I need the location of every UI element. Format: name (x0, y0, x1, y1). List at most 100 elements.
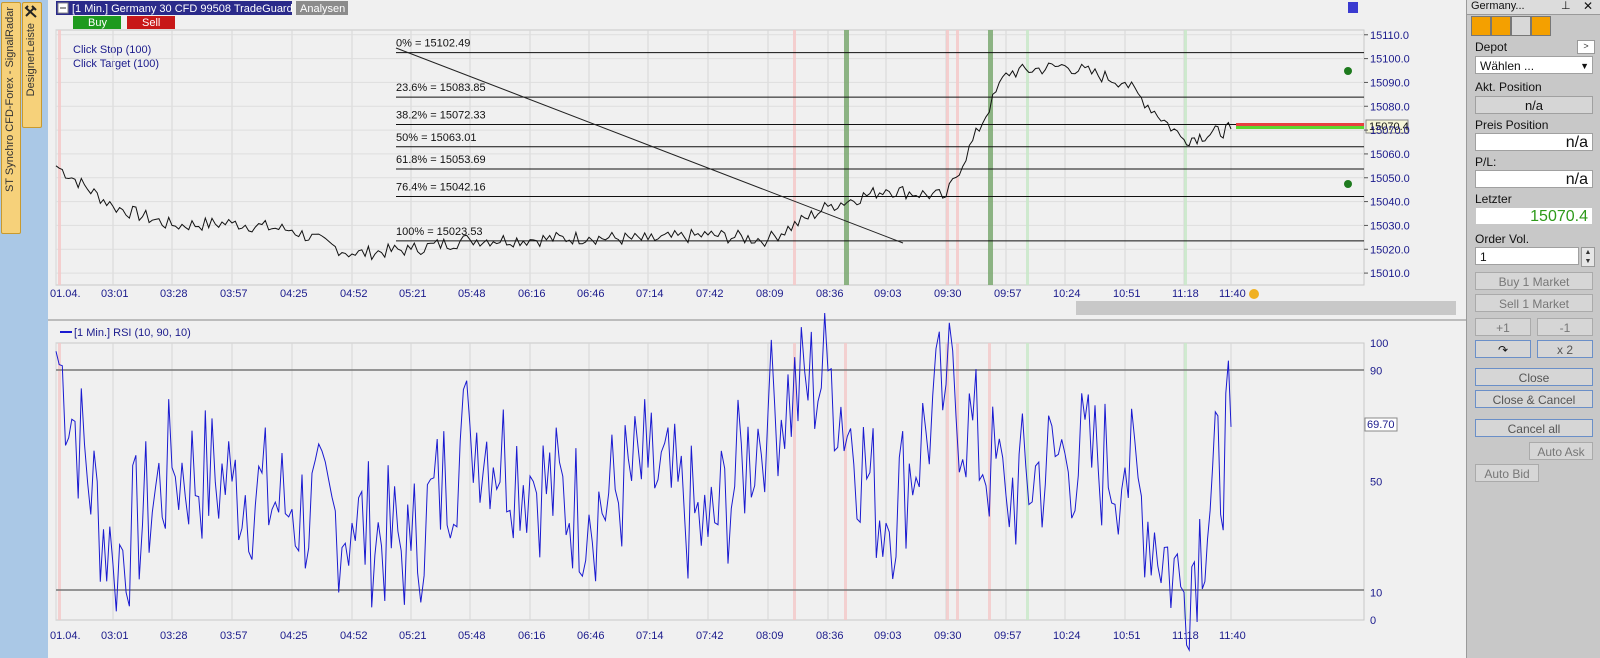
time-tick: 03:57 (220, 288, 248, 300)
depot-label: Depot (1475, 40, 1508, 54)
order-vol-input[interactable]: 1 (1475, 247, 1579, 265)
current-price-bar-red (1236, 123, 1364, 126)
depot-select[interactable]: Wählen ... ▼ (1475, 56, 1593, 74)
analysen-button[interactable] (296, 1, 348, 15)
close-cancel-button[interactable]: Close & Cancel (1475, 390, 1593, 408)
auto-bid-button[interactable]: Auto Bid (1475, 464, 1539, 482)
fib-label: 100% = 15023.53 (396, 226, 483, 238)
designer-leiste-label: DesignerLeiste (25, 23, 37, 97)
order-vol-stepper[interactable]: ▲ ▼ (1581, 247, 1595, 267)
close-button[interactable]: Close (1475, 368, 1593, 386)
sell-market-button[interactable]: Sell 1 Market (1475, 294, 1593, 312)
time-tick: 09:57 (994, 288, 1022, 300)
orders-icon[interactable] (1491, 16, 1511, 36)
pl-label: P/L: (1475, 155, 1497, 169)
analysen-label: Analysen (300, 3, 345, 15)
buy-market-button[interactable]: Buy 1 Market (1475, 272, 1593, 290)
chart-trader-icon[interactable] (1471, 16, 1491, 36)
price-series-line (55, 62, 1232, 261)
instrument-header[interactable] (56, 1, 292, 15)
time-tick: 08:09 (756, 630, 784, 642)
time-tick: 01.04. (50, 630, 81, 642)
time-tick: 06:46 (577, 288, 605, 300)
hand-icon[interactable] (1531, 16, 1551, 36)
designer-leiste-tab[interactable]: DesignerLeiste (22, 2, 42, 128)
cancel-all-button[interactable]: Cancel all (1475, 419, 1593, 437)
click-stop-label[interactable]: Click Stop (100) (73, 44, 151, 56)
account-icon[interactable] (1511, 16, 1531, 36)
time-tick: 08:36 (816, 288, 844, 300)
time-tick: 04:52 (340, 630, 368, 642)
price-tick: 15040.0 (1370, 197, 1410, 209)
fib-label: 0% = 15102.49 (396, 38, 470, 50)
time-tick: 11:18 (1172, 288, 1199, 300)
close-icon[interactable]: ✕ (1583, 0, 1594, 13)
time-tick: 03:28 (160, 630, 188, 642)
tools-icon[interactable] (24, 4, 40, 18)
rsi-label[interactable]: [1 Min.] RSI (10, 90, 10) (74, 327, 191, 339)
rsi-tick: 10 (1370, 587, 1382, 599)
time-tick: 05:48 (458, 630, 486, 642)
minus-one-button[interactable]: -1 (1537, 318, 1593, 336)
fibonacci-retracement[interactable]: 0% = 15102.49 23.6% = 15083.85 38.2% = 150… (396, 38, 1364, 242)
buy-button[interactable] (73, 16, 121, 29)
stop-marker[interactable] (1344, 180, 1352, 188)
plus-one-button[interactable]: +1 (1475, 318, 1531, 336)
price-tick: 15050.0 (1370, 173, 1410, 185)
price-tick: 15030.0 (1370, 220, 1410, 232)
time-tick: 06:16 (518, 630, 546, 642)
time-tick: 03:57 (220, 630, 248, 642)
time-tick: 04:25 (280, 288, 308, 300)
price-tick: 15100.0 (1370, 54, 1410, 66)
pin-icon[interactable]: ⊥ (1561, 0, 1571, 12)
price-tick: 15060.0 (1370, 149, 1410, 161)
time-tick: 07:14 (636, 288, 664, 300)
trend-line[interactable] (395, 47, 904, 244)
sell-button[interactable] (127, 16, 175, 29)
price-grid (55, 29, 1365, 286)
time-axis-bottom: 01.04. 03:01 03:28 03:57 04:25 04:52 05:21 05:4… (50, 630, 1246, 642)
rsi-tick: 50 (1370, 477, 1382, 489)
price-axis: 15110.0 15100.0 15090.0 15080.0 15070.0 15060… (1364, 30, 1410, 280)
auto-ask-button[interactable]: Auto Ask (1529, 442, 1593, 460)
time-tick: 06:16 (518, 288, 546, 300)
time-tick: 09:03 (874, 288, 902, 300)
fib-label: 23.6% = 15083.85 (396, 82, 486, 94)
depot-expand-icon[interactable]: > (1577, 40, 1595, 54)
time-tick: 06:46 (577, 630, 605, 642)
calculator-icon[interactable] (1348, 2, 1358, 13)
preis-position-value: n/a (1475, 133, 1593, 151)
rsi-current-value: 69.70 (1367, 419, 1395, 431)
time-tick: 10:51 (1113, 288, 1141, 300)
time-axis-top: 01.04. 03:01 03:28 03:57 04:25 04:52 05:21 05:4… (50, 288, 1246, 300)
rsi-series-line (55, 312, 1232, 653)
time-tick: 05:21 (399, 630, 427, 642)
time-tick: 09:30 (934, 288, 962, 300)
chevron-down-icon[interactable]: ▼ (1580, 61, 1589, 71)
price-tick: 15020.0 (1370, 244, 1410, 256)
time-tick: 07:14 (636, 630, 664, 642)
click-target-label[interactable]: Click Target (100) (73, 58, 159, 70)
order-panel: Germany... ⊥ ✕ Depot > Wählen ... ▼ Akt.… (1466, 0, 1600, 658)
reverse-button[interactable]: ↷ (1475, 340, 1531, 358)
time-tick: 09:03 (874, 630, 902, 642)
chart-area[interactable]: [1 Min.] Germany 30 CFD 99508 TradeGuard… (48, 0, 1466, 658)
time-tick: 01.04. (50, 288, 81, 300)
preis-position-label: Preis Position (1475, 118, 1549, 132)
depot-select-value: Wählen ... (1480, 59, 1535, 73)
time-tick: 07:42 (696, 630, 724, 642)
target-marker[interactable] (1344, 67, 1352, 75)
price-tick: 15090.0 (1370, 77, 1410, 89)
side-tab-strip: DesignerLeiste ST Synchro CFD-Forex - Si… (0, 0, 48, 658)
time-tick: 08:36 (816, 630, 844, 642)
rsi-grid (55, 342, 1365, 621)
time-tick: 10:24 (1053, 630, 1081, 642)
signal-radar-tab[interactable]: ST Synchro CFD-Forex - SignalRadar (1, 2, 21, 234)
horizontal-scrollbar[interactable] (1076, 301, 1456, 315)
order-panel-title: Germany... (1471, 0, 1525, 12)
rsi-current-tag (1364, 417, 1398, 432)
order-vol-label: Order Vol. (1475, 232, 1530, 246)
reverse-icon: ↷ (1497, 343, 1509, 357)
double-button[interactable]: x 2 (1537, 340, 1593, 358)
fib-label: 61.8% = 15053.69 (396, 154, 486, 166)
